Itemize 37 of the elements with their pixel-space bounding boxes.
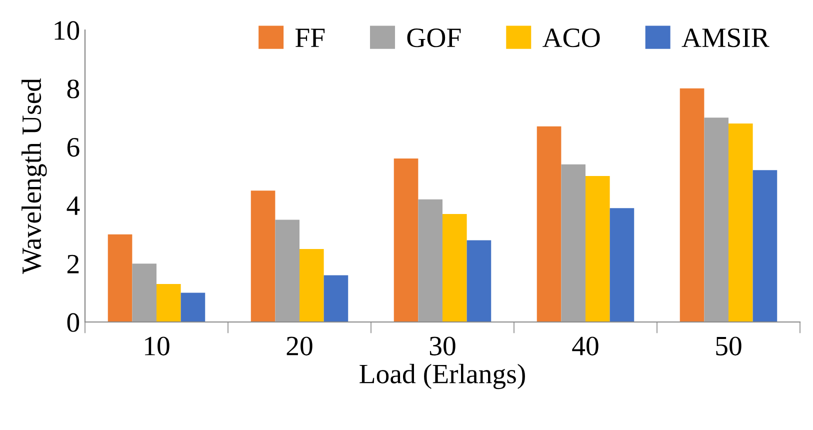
x-tick-label: 40 [572,336,598,356]
legend-label: AMSIR [682,28,770,48]
bar [418,199,442,322]
bar [180,292,206,322]
bar [466,240,492,322]
y-tick-label: 8 [67,80,80,98]
legend-label: ACO [542,28,600,48]
y-axis-title: Wavelength Used [22,78,47,274]
y-tick-label: 0 [67,313,80,332]
bar [561,164,586,322]
bar [132,264,156,322]
bar [156,284,181,322]
bar [394,158,418,322]
bar [610,208,634,322]
bar [108,234,132,322]
bar [536,126,562,322]
x-tick-label: 30 [430,336,456,356]
legend-label: FF [295,28,325,47]
y-tick-label: 6 [67,138,80,157]
x-axis-title: Load (Erlangs) [360,364,525,390]
y-tick-label: 4 [66,196,80,215]
y-tick-label: 10 [54,21,80,40]
bar [250,190,276,322]
bar [300,249,324,322]
bar [275,220,300,322]
bar [752,170,778,322]
bar [704,118,728,322]
legend-label: GOF [407,28,461,48]
bar [442,214,467,322]
bar [586,176,610,322]
bar [324,275,348,322]
x-tick-label: 50 [716,336,742,356]
bar [680,88,704,322]
x-tick-label: 20 [286,336,312,356]
y-tick-label: 2 [67,254,79,274]
x-tick-label: 10 [145,336,170,356]
bar [728,123,753,322]
